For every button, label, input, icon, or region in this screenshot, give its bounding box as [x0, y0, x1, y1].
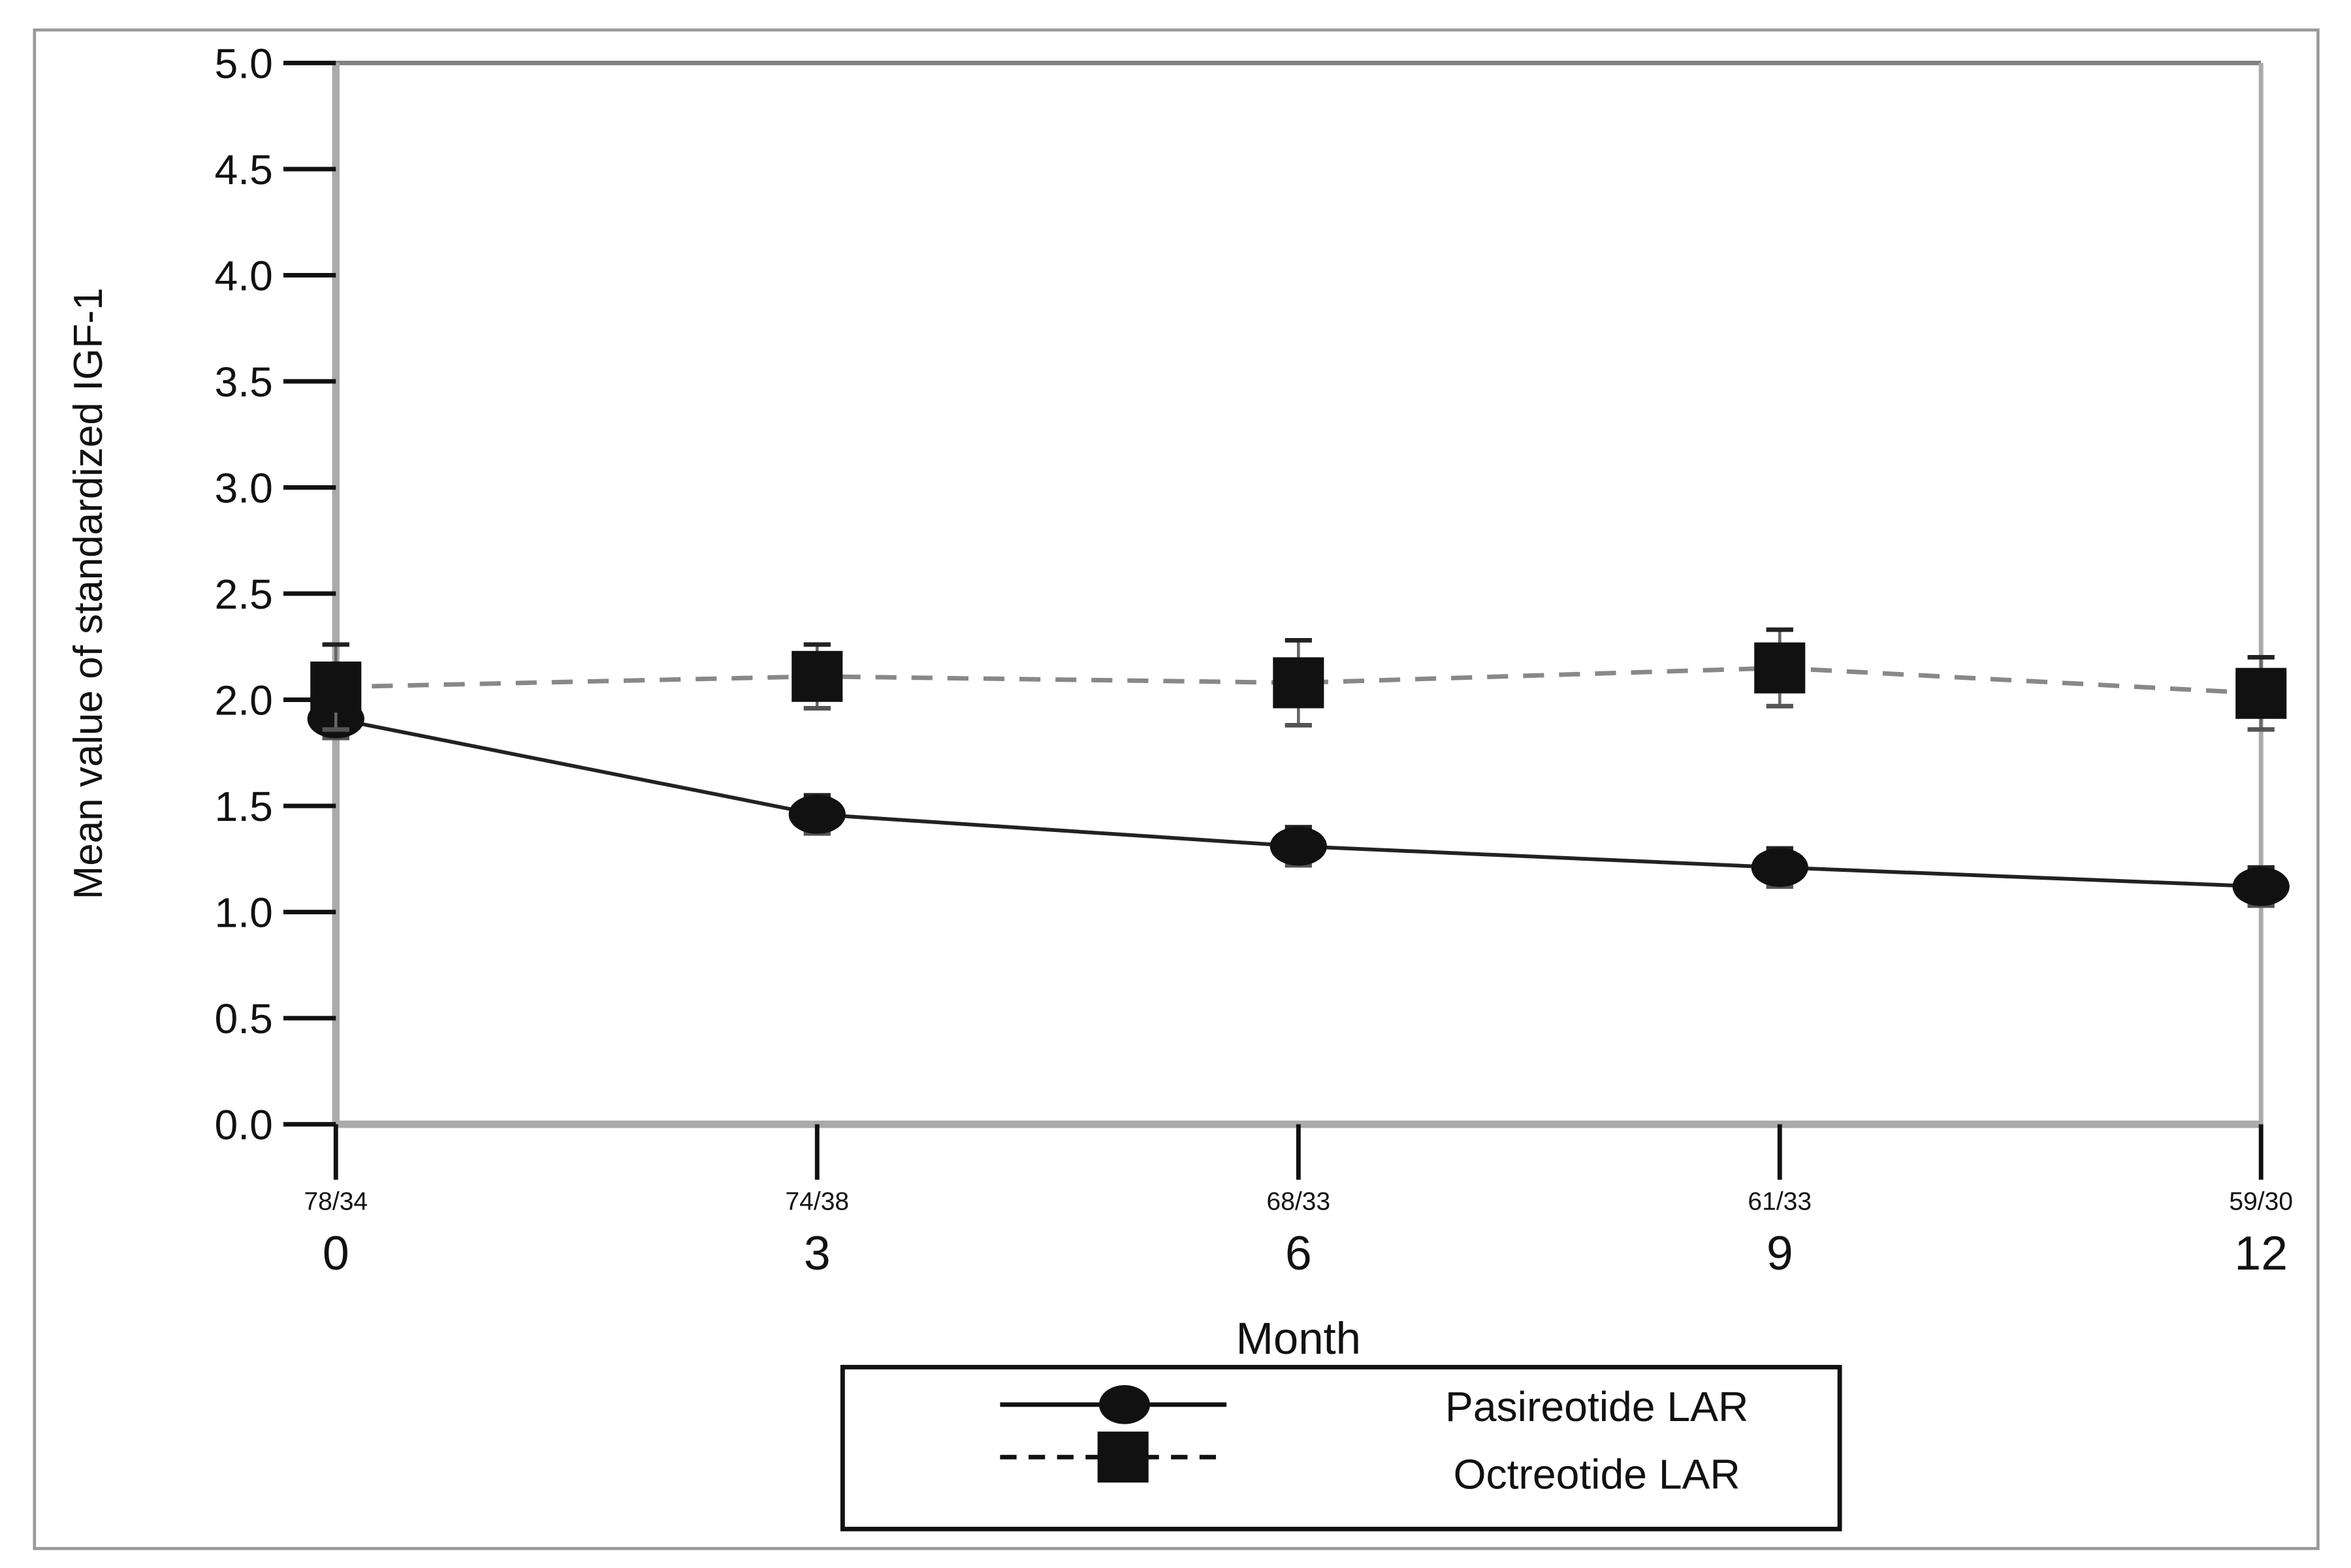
series-layer — [307, 627, 2290, 908]
square-marker-icon — [1097, 1432, 1149, 1483]
x-tick-label: 12 — [2234, 1226, 2288, 1280]
y-tick-label: 2.5 — [215, 571, 273, 618]
legend-item-pasireotide: Pasireotide LAR — [1000, 1383, 1748, 1430]
x-axis: 78/34 0 74/38 3 68/33 6 61/33 9 59/30 12 — [304, 1124, 2293, 1280]
legend-item-octreotide: Octreotide LAR — [1000, 1432, 1740, 1497]
y-tick-label: 3.5 — [215, 359, 273, 406]
y-axis-label: Mean value of standardized IGF-1 — [66, 288, 111, 900]
legend-label: Octreotide LAR — [1453, 1450, 1740, 1497]
n-count-label: 61/33 — [1748, 1187, 1812, 1215]
y-tick-label: 3.0 — [215, 464, 273, 511]
series-pasireotide-lar — [307, 697, 2290, 908]
n-count-label: 78/34 — [304, 1187, 368, 1215]
square-marker-icon — [310, 661, 362, 713]
legend: Pasireotide LAR Octreotide LAR — [840, 1364, 1842, 1531]
legend-label: Pasireotide LAR — [1445, 1383, 1748, 1430]
square-marker-icon — [2235, 667, 2287, 719]
y-tick-label: 4.0 — [215, 252, 273, 299]
circle-marker-icon — [2232, 867, 2290, 906]
x-tick-label: 3 — [804, 1226, 831, 1280]
y-tick-label: 4.5 — [215, 146, 273, 193]
y-tick-label: 1.0 — [215, 889, 273, 936]
y-tick-label: 2.0 — [215, 677, 273, 724]
circle-marker-icon — [1751, 848, 1808, 888]
n-count-label: 68/33 — [1266, 1187, 1330, 1215]
y-tick-label: 5.0 — [215, 40, 273, 87]
x-tick-label: 0 — [323, 1226, 349, 1280]
x-tick-label: 9 — [1767, 1226, 1793, 1280]
square-marker-icon — [792, 650, 843, 702]
n-count-label: 74/38 — [785, 1187, 849, 1215]
circle-marker-icon — [1270, 826, 1327, 866]
series-octreotide-lar — [310, 627, 2287, 732]
y-tick-label: 1.5 — [215, 783, 273, 830]
outer-frame — [33, 28, 2320, 1550]
square-marker-icon — [1273, 657, 1324, 709]
square-marker-icon — [1754, 642, 1806, 694]
n-count-label: 59/30 — [2229, 1187, 2293, 1215]
circle-marker-icon — [788, 795, 846, 834]
y-tick-label: 0.5 — [215, 995, 273, 1042]
x-tick-label: 6 — [1285, 1226, 1312, 1280]
circle-marker-icon — [1098, 1384, 1150, 1424]
x-axis-label: Month — [1236, 1313, 1361, 1364]
y-tick-label: 0.0 — [215, 1102, 273, 1149]
plot-area — [332, 60, 2263, 1128]
y-axis: 0.0 0.5 1.0 1.5 2.0 2.5 3.0 3.5 4.0 4.5 5.0 — [215, 40, 336, 1149]
